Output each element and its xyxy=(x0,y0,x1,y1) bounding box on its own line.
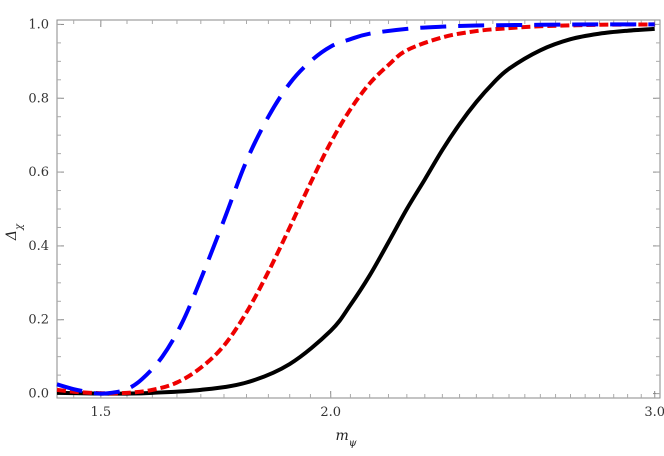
series-line-long-dash xyxy=(57,24,655,393)
series-line-solid xyxy=(57,29,655,394)
series-line-short-dash xyxy=(57,24,655,393)
plot-frame xyxy=(57,20,660,398)
series-layer xyxy=(57,24,655,393)
y-tick-label: 1.0 xyxy=(28,17,49,32)
axis-ticks xyxy=(57,20,660,398)
x-axis-label: mψ xyxy=(335,428,356,449)
plot-border xyxy=(57,20,660,398)
tick-labels: 0.0 0.2 0.4 0.6 0.8 1.0 1.5 2.0 3.0 xyxy=(28,17,664,420)
y-axis-label: Δχ xyxy=(4,223,25,241)
y-tick-label: 0.2 xyxy=(28,313,49,328)
y-tick-label: 0.4 xyxy=(28,239,49,254)
y-tick-label: 0.8 xyxy=(28,91,49,106)
x-tick-label: 1.5 xyxy=(90,405,111,420)
y-tick-label: 0.6 xyxy=(28,165,49,180)
y-tick-label: 0.0 xyxy=(28,387,49,402)
x-tick-label: 3.0 xyxy=(644,405,664,420)
x-tick-label: 2.0 xyxy=(320,405,341,420)
